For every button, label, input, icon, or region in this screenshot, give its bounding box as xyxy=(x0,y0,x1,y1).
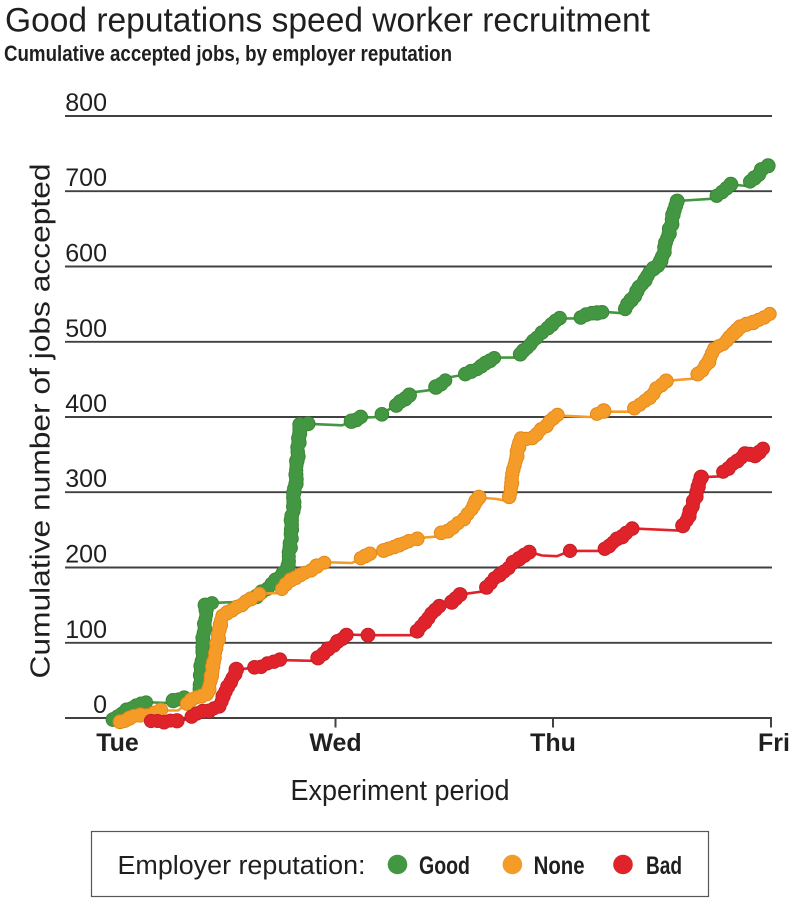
svg-text:0: 0 xyxy=(93,691,107,719)
svg-text:800: 800 xyxy=(65,89,107,117)
svg-text:Tue: Tue xyxy=(96,729,139,757)
svg-text:Cumulative accepted jobs, by e: Cumulative accepted jobs, by employer re… xyxy=(4,41,452,66)
svg-text:Bad: Bad xyxy=(646,852,682,880)
svg-text:Good: Good xyxy=(419,852,470,880)
svg-text:None: None xyxy=(534,852,585,880)
svg-text:Good reputations speed worker: Good reputations speed worker recruitmen… xyxy=(5,2,651,40)
svg-text:Cumulative number of jobs acce: Cumulative number of jobs accepted xyxy=(25,164,56,679)
svg-text:Employer reputation:: Employer reputation: xyxy=(118,852,366,880)
svg-text:700: 700 xyxy=(65,164,107,192)
svg-text:400: 400 xyxy=(65,390,107,418)
svg-text:100: 100 xyxy=(65,616,107,644)
svg-text:200: 200 xyxy=(65,541,107,569)
svg-text:500: 500 xyxy=(65,315,107,343)
svg-text:Wed: Wed xyxy=(309,729,361,757)
svg-text:Experiment period: Experiment period xyxy=(291,775,510,807)
svg-text:600: 600 xyxy=(65,240,107,268)
svg-text:300: 300 xyxy=(65,465,107,493)
svg-text:Thu: Thu xyxy=(530,729,576,757)
svg-text:Fri: Fri xyxy=(758,729,790,757)
